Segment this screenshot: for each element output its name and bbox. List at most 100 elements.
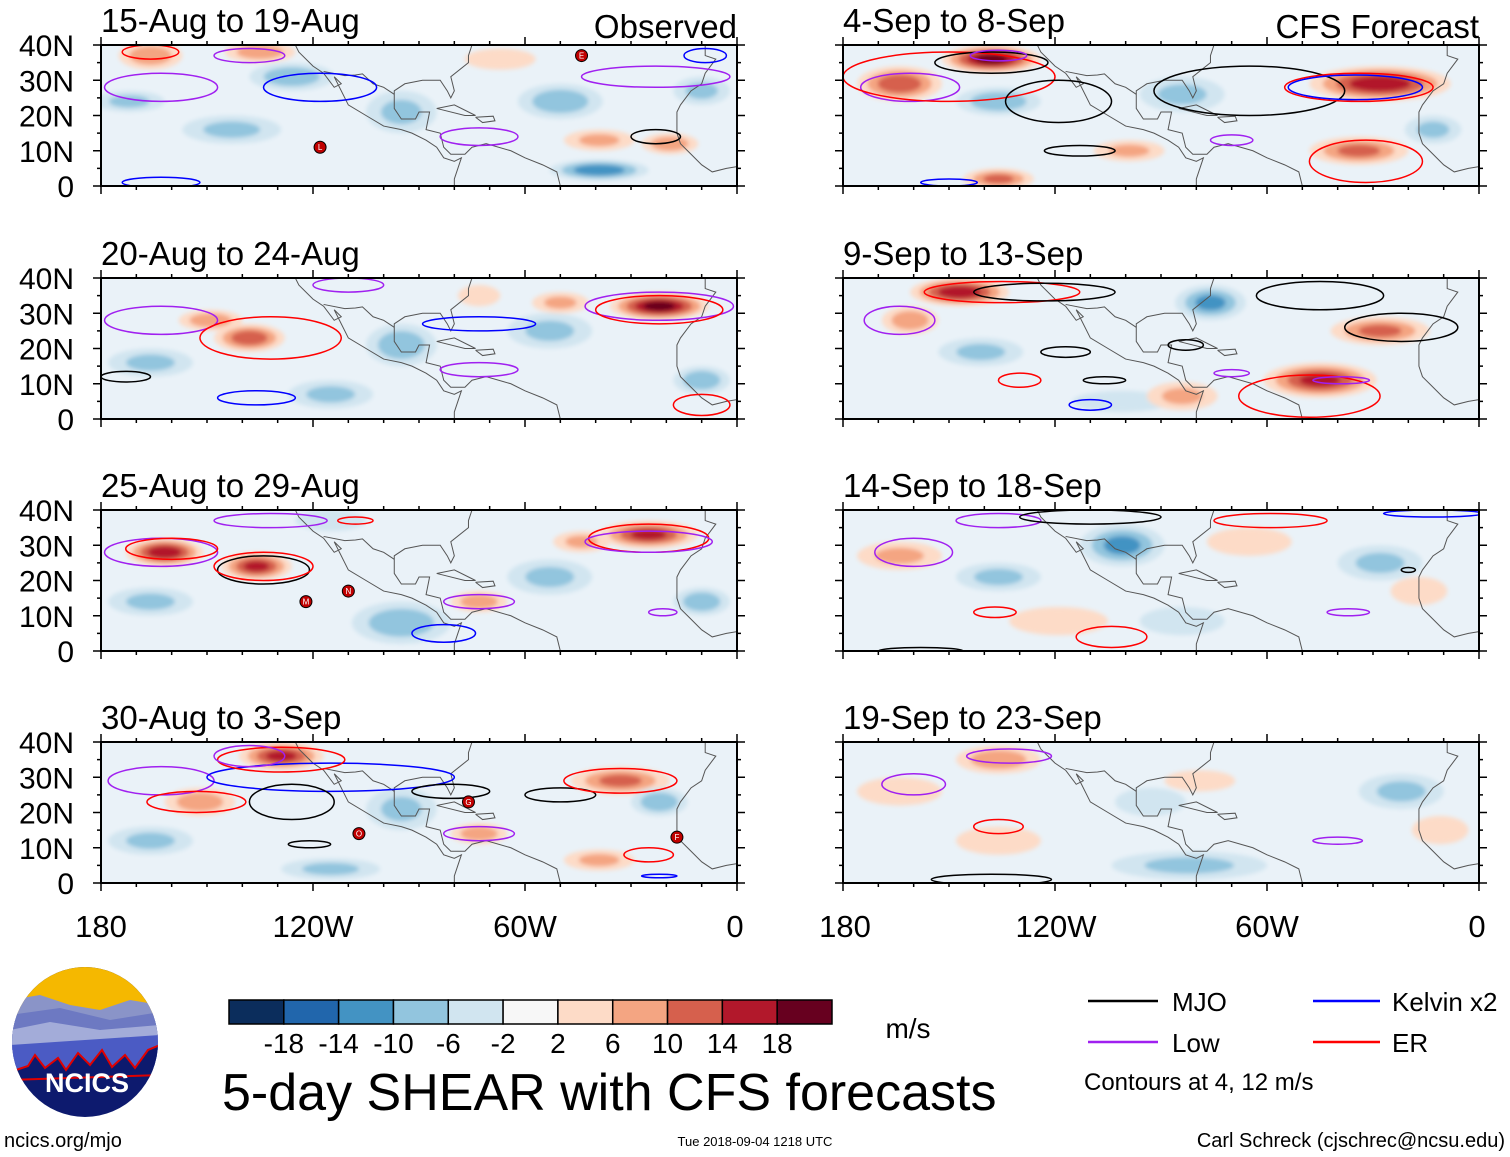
panel-title: 15-Aug to 19-Aug — [101, 2, 360, 39]
storm-label: O — [356, 830, 362, 839]
shear-anomaly-shading — [565, 535, 598, 548]
colorbar-swatch — [447, 999, 504, 1025]
map-panel: 4-Sep to 8-Sep — [835, 2, 1487, 194]
shear-anomaly-shading — [302, 862, 360, 875]
coastline — [1036, 510, 1205, 651]
shear-anomaly-shading — [236, 45, 284, 60]
storm-label: G — [465, 798, 471, 807]
colorbar-swatch — [776, 999, 833, 1025]
coastline — [436, 104, 476, 116]
y-tick-label: 40N — [19, 30, 74, 63]
shear-anomaly-shading — [640, 792, 678, 812]
shear-anomaly-shading — [457, 285, 501, 307]
shear-anomaly-shading — [378, 331, 425, 359]
shear-anomaly-shading — [108, 95, 150, 108]
shear-anomaly-shading — [974, 568, 1023, 586]
er-contour — [594, 294, 724, 325]
low-contour — [969, 49, 1028, 62]
colorbar-label: -10 — [373, 1028, 413, 1059]
shear-anomaly-shading — [189, 313, 232, 328]
colorbar-label: 18 — [762, 1028, 793, 1059]
kelvin-contour — [919, 178, 979, 186]
kelvin-contour — [421, 316, 537, 332]
coastline — [1217, 812, 1238, 821]
coastline — [393, 45, 561, 186]
er-contour — [843, 51, 1056, 103]
coastline — [475, 812, 496, 821]
coastline — [436, 801, 476, 813]
low-contour — [1213, 368, 1251, 378]
shear-anomaly-shading — [956, 826, 1041, 855]
low-contour — [965, 748, 1053, 764]
shear-anomaly-shading — [578, 854, 620, 867]
shear-anomaly-shading — [368, 608, 434, 637]
coastline — [475, 580, 496, 589]
er-contour — [1075, 625, 1148, 649]
logo-text: NCICS — [45, 1068, 129, 1098]
coastline — [1217, 580, 1238, 589]
kelvin-contour — [1068, 398, 1113, 411]
shear-anomaly-shading — [1355, 552, 1405, 574]
coastline — [323, 535, 395, 560]
x-tick-label: 60W — [1235, 909, 1299, 944]
y-tick-label: 30N — [19, 298, 74, 331]
er-contour — [121, 45, 180, 60]
coastline — [393, 742, 561, 883]
shear-anomaly-shading — [891, 310, 929, 330]
coastline — [676, 742, 737, 870]
colorbar-label: 6 — [605, 1028, 621, 1059]
x-tick-label: 0 — [726, 909, 743, 944]
shear-anomaly-shading — [176, 792, 224, 812]
low-contour — [103, 72, 219, 103]
shear-anomaly-shading — [126, 832, 175, 849]
coastline — [1178, 337, 1218, 349]
er-contour — [1308, 139, 1424, 184]
storm-symbol: N — [341, 584, 355, 598]
er-contour — [1237, 374, 1381, 418]
shear-anomaly-shading — [1358, 324, 1402, 337]
shear-anomaly-shading — [1195, 295, 1226, 311]
coastline — [323, 303, 395, 328]
shear-anomaly-shading — [1206, 527, 1292, 556]
storm-label: F — [674, 833, 679, 842]
colorbar-label: 14 — [707, 1028, 738, 1059]
coastline — [1217, 115, 1238, 124]
shear-anomaly-shading — [857, 777, 942, 806]
kelvin-contour — [121, 176, 201, 186]
coastline — [1418, 742, 1479, 870]
shear-anomaly-shading — [231, 330, 268, 346]
coastline — [1036, 278, 1205, 419]
map-panel: 19-Sep to 23-Sep — [835, 699, 1487, 891]
kelvin-contour — [216, 390, 297, 406]
shear-anomaly-shading — [1115, 787, 1186, 817]
shear-anomaly-shading — [877, 74, 922, 93]
low-contour — [874, 537, 954, 568]
mjo-contour — [411, 783, 491, 800]
storm-symbol: E — [575, 49, 589, 63]
map-panel: 9-Sep to 13-Sep — [835, 235, 1487, 427]
y-tick-label: 40N — [19, 727, 74, 760]
shear-anomaly-shading — [381, 99, 422, 125]
er-contour — [972, 606, 1017, 619]
colorbar-swatch — [666, 999, 724, 1025]
coastline — [1178, 104, 1218, 116]
low-contour — [439, 361, 519, 378]
shear-anomaly-shading — [1009, 606, 1108, 636]
x-tick-label: 180 — [819, 909, 871, 944]
mjo-contour — [1018, 510, 1162, 525]
kelvin-contour — [411, 623, 477, 643]
y-tick-label: 40N — [19, 495, 74, 528]
coastline — [323, 70, 395, 95]
shear-anomaly-shading — [1108, 144, 1150, 157]
low-contour — [584, 291, 735, 322]
observed-label: Observed — [594, 8, 737, 45]
storm-symbol: O — [352, 827, 366, 841]
y-tick-label: 40N — [19, 263, 74, 296]
website-link[interactable]: ncics.org/mjo — [4, 1130, 122, 1152]
coastline — [1418, 278, 1479, 406]
er-contour — [563, 767, 678, 794]
